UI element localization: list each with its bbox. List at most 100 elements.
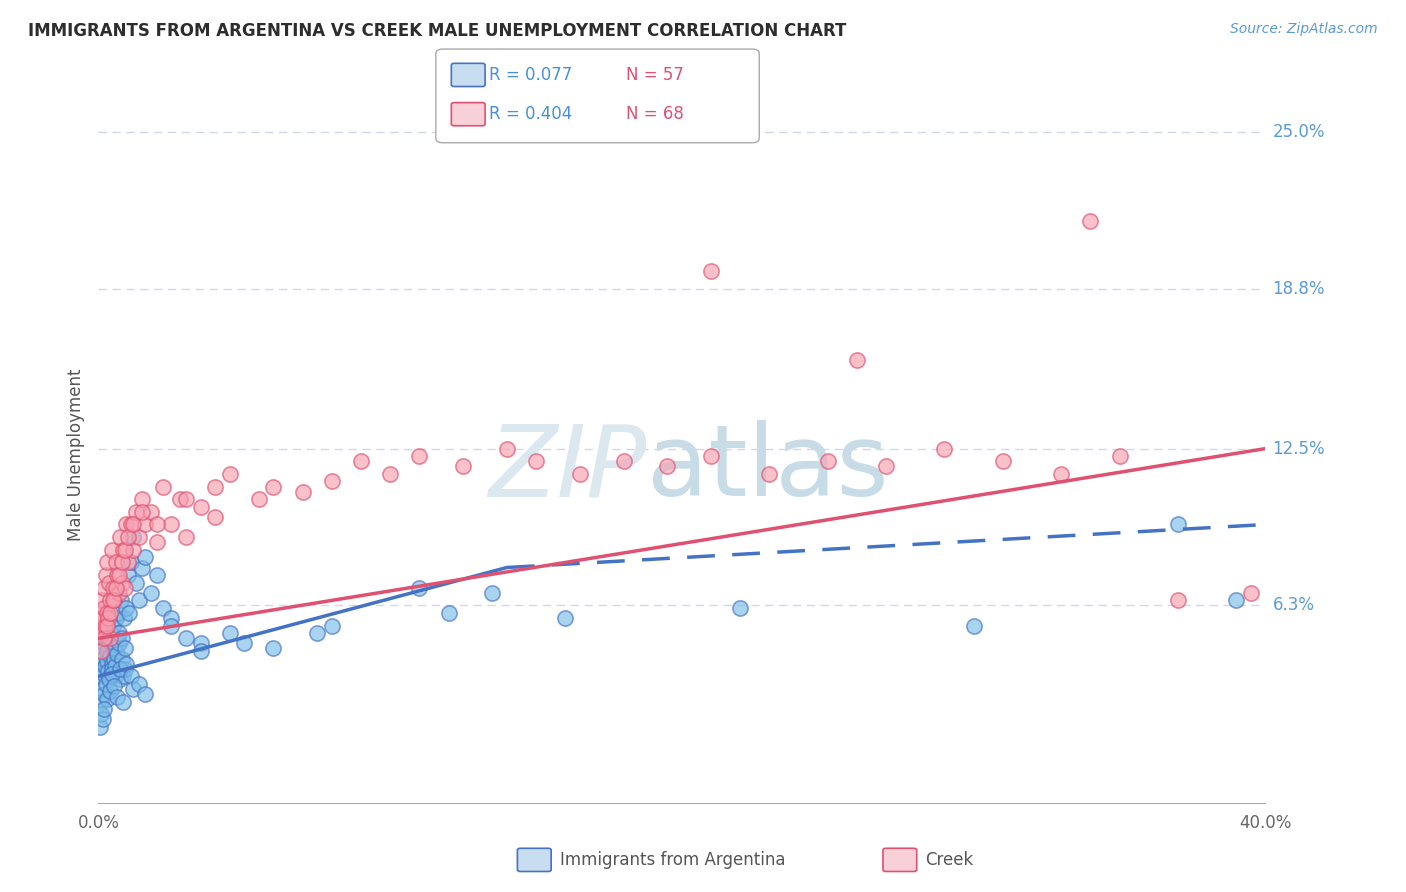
- Point: [152, 601, 174, 615]
- Point: [94, 618, 117, 632]
- Point: [104, 581, 127, 595]
- Text: 25.0%: 25.0%: [1272, 123, 1324, 141]
- Point: [112, 669, 135, 683]
- Point: [100, 542, 122, 557]
- Point: [90, 644, 112, 658]
- Point: [96, 692, 118, 706]
- Point: [146, 568, 169, 582]
- Point: [101, 662, 124, 676]
- Point: [89, 657, 111, 671]
- Point: [117, 568, 139, 582]
- Point: [90, 593, 112, 607]
- Text: Creek: Creek: [925, 851, 973, 869]
- Text: 6.3%: 6.3%: [1272, 597, 1315, 615]
- Point: [128, 593, 150, 607]
- Point: [93, 687, 115, 701]
- Text: IMMIGRANTS FROM ARGENTINA VS CREEK MALE UNEMPLOYMENT CORRELATION CHART: IMMIGRANTS FROM ARGENTINA VS CREEK MALE …: [28, 22, 846, 40]
- Point: [96, 556, 118, 570]
- Point: [190, 644, 212, 658]
- Point: [103, 680, 125, 694]
- Point: [139, 505, 162, 519]
- Point: [105, 568, 128, 582]
- Point: [114, 542, 136, 557]
- Point: [91, 626, 114, 640]
- Point: [262, 641, 284, 656]
- Point: [1167, 517, 1189, 532]
- Point: [93, 702, 115, 716]
- Point: [96, 606, 118, 620]
- Point: [114, 641, 136, 656]
- Point: [160, 618, 183, 632]
- Point: [98, 684, 121, 698]
- Point: [110, 662, 132, 676]
- Point: [262, 479, 284, 493]
- Point: [524, 454, 547, 468]
- Point: [233, 636, 256, 650]
- Point: [114, 581, 136, 595]
- Point: [111, 632, 134, 646]
- Point: [134, 517, 156, 532]
- Point: [481, 586, 503, 600]
- Point: [110, 593, 132, 607]
- Point: [1080, 214, 1102, 228]
- Point: [378, 467, 402, 481]
- Point: [991, 454, 1014, 468]
- Point: [495, 442, 517, 456]
- Point: [204, 479, 226, 493]
- Point: [174, 632, 197, 646]
- Point: [111, 556, 134, 570]
- Point: [115, 517, 138, 532]
- Point: [111, 575, 134, 590]
- Point: [97, 672, 120, 686]
- Text: R = 0.077: R = 0.077: [489, 66, 572, 84]
- Point: [103, 641, 125, 656]
- Text: atlas: atlas: [647, 420, 889, 517]
- Point: [100, 626, 122, 640]
- Point: [97, 575, 120, 590]
- Point: [96, 644, 118, 658]
- Point: [962, 618, 984, 632]
- Point: [98, 648, 121, 663]
- Point: [103, 651, 125, 665]
- Point: [110, 672, 132, 686]
- Point: [94, 568, 117, 582]
- Point: [139, 586, 162, 600]
- Point: [101, 618, 124, 632]
- Point: [190, 636, 212, 650]
- Point: [90, 644, 112, 658]
- Point: [97, 611, 120, 625]
- Point: [612, 454, 634, 468]
- Point: [93, 636, 115, 650]
- Text: N = 68: N = 68: [626, 105, 683, 123]
- Point: [91, 681, 114, 696]
- Point: [93, 666, 115, 681]
- Point: [100, 666, 122, 681]
- Text: 18.8%: 18.8%: [1272, 280, 1324, 298]
- Point: [98, 606, 121, 620]
- Point: [105, 647, 128, 661]
- Text: R = 0.404: R = 0.404: [489, 105, 572, 123]
- Point: [152, 479, 174, 493]
- Point: [94, 677, 117, 691]
- Point: [174, 530, 197, 544]
- Point: [169, 492, 191, 507]
- Point: [90, 606, 112, 620]
- Point: [131, 560, 153, 574]
- Point: [190, 500, 212, 514]
- Point: [89, 720, 111, 734]
- Point: [97, 633, 120, 648]
- Point: [90, 669, 112, 683]
- Point: [98, 593, 121, 607]
- Point: [104, 611, 127, 625]
- Point: [93, 601, 115, 615]
- Point: [554, 611, 576, 625]
- Point: [568, 467, 591, 481]
- Point: [117, 556, 139, 570]
- Point: [90, 707, 112, 722]
- Point: [108, 568, 131, 582]
- Point: [115, 657, 138, 671]
- Point: [118, 606, 141, 620]
- Text: Source: ZipAtlas.com: Source: ZipAtlas.com: [1230, 22, 1378, 37]
- Point: [105, 666, 128, 681]
- Point: [845, 353, 868, 368]
